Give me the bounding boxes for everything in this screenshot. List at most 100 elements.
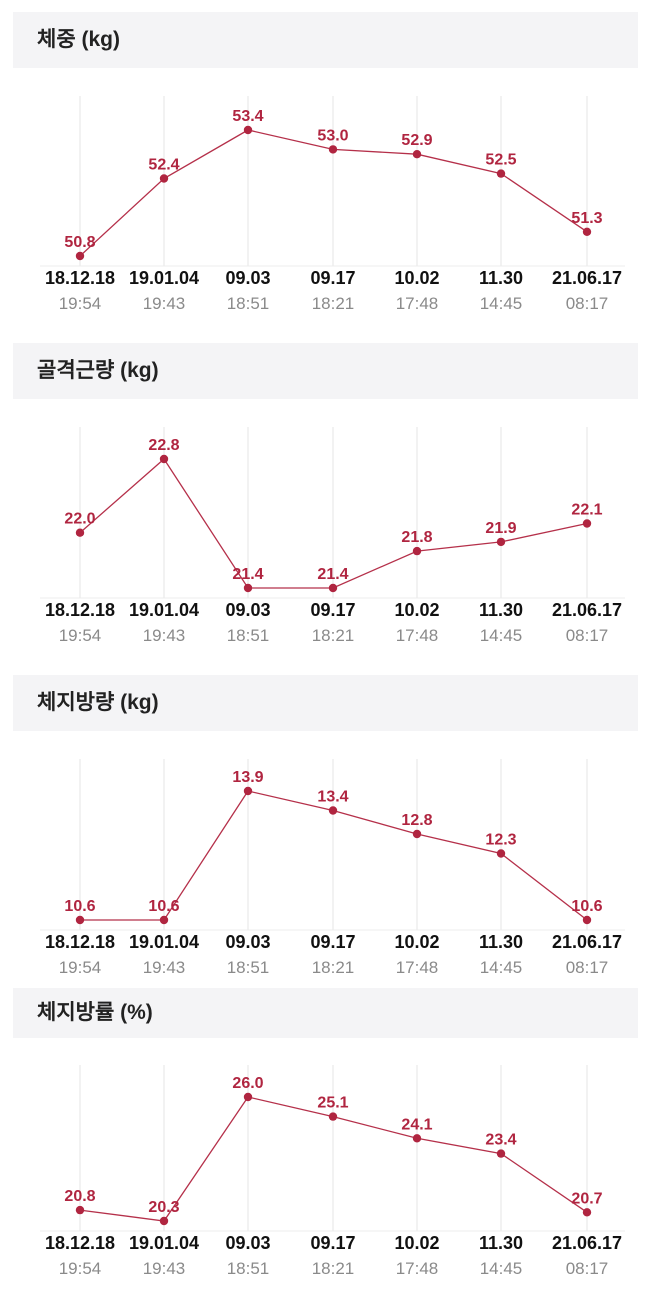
x-tick-time: 19:54: [58, 626, 102, 645]
x-tick-time: 14:45: [479, 1259, 523, 1278]
data-point: [75, 528, 85, 537]
x-tick-date: 09.03: [225, 932, 271, 952]
x-tick-time: 14:45: [479, 626, 523, 645]
x-tick-time: 18:51: [226, 958, 270, 977]
data-label: 53.0: [317, 127, 348, 144]
x-tick-date: 09.03: [225, 600, 271, 620]
data-point: [75, 251, 85, 261]
x-tick-date: 18.12.18: [44, 268, 116, 288]
data-point: [496, 169, 506, 178]
data-point: [328, 583, 338, 593]
x-tick-date: 19.01.04: [128, 932, 200, 952]
data-point: [496, 1149, 506, 1158]
x-tick-time: 08:17: [565, 294, 609, 313]
data-point: [243, 786, 253, 796]
x-tick-date: 10.02: [394, 600, 440, 620]
x-tick-time: 19:43: [142, 626, 186, 645]
data-point: [159, 1216, 169, 1226]
data-point: [159, 454, 169, 464]
data-label: 24.1: [401, 1116, 432, 1133]
x-tick-date: 21.06.17: [551, 600, 623, 620]
x-tick-date: 09.03: [225, 268, 271, 288]
data-label: 20.3: [148, 1199, 179, 1216]
data-point: [159, 174, 169, 183]
x-tick-time: 18:21: [311, 626, 355, 645]
x-tick-date: 18.12.18: [44, 932, 116, 952]
data-label: 50.8: [64, 234, 95, 251]
x-tick-time: 14:45: [479, 294, 523, 313]
data-point: [328, 145, 338, 154]
x-tick-date: 11.30: [478, 932, 524, 952]
x-tick-time: 18:51: [226, 294, 270, 313]
x-tick-time: 08:17: [565, 626, 609, 645]
x-tick-date: 09.17: [310, 1233, 356, 1253]
x-tick-date: 10.02: [394, 932, 440, 952]
x-tick-time: 18:51: [226, 1259, 270, 1278]
data-point: [328, 1112, 338, 1121]
chart-header: 체중 (kg): [13, 12, 638, 68]
data-point: [412, 829, 422, 839]
data-label: 51.3: [571, 210, 602, 227]
data-point: [243, 125, 253, 135]
data-label: 13.9: [232, 769, 263, 786]
x-tick-date: 11.30: [478, 600, 524, 620]
data-label: 12.3: [485, 832, 516, 849]
data-point: [582, 1208, 592, 1217]
x-tick-time: 18:51: [226, 626, 270, 645]
data-label: 12.8: [401, 812, 432, 829]
data-point: [582, 519, 592, 528]
data-point: [412, 546, 422, 556]
x-tick-date: 10.02: [394, 1233, 440, 1253]
chart-header: 체지방량 (kg): [13, 675, 638, 731]
chart-title: 골격근량 (kg): [37, 359, 159, 382]
line-chart: 10.6 10.6 13.9 13.4 12.8 12.3 10.6: [40, 759, 625, 931]
x-tick-time: 08:17: [565, 958, 609, 977]
data-label: 21.8: [401, 529, 432, 546]
data-label: 22.8: [148, 437, 179, 454]
x-tick-time: 19:43: [142, 958, 186, 977]
x-tick-time: 19:54: [58, 958, 102, 977]
data-label: 22.1: [571, 502, 602, 519]
x-tick-time: 18:21: [311, 1259, 355, 1278]
x-tick-date: 21.06.17: [551, 268, 623, 288]
data-point: [582, 915, 592, 925]
x-tick-time: 18:21: [311, 958, 355, 977]
data-point: [243, 1092, 253, 1102]
x-tick-time: 17:48: [395, 294, 439, 313]
data-point: [75, 915, 85, 925]
x-tick-date: 10.02: [394, 268, 440, 288]
x-tick-date: 18.12.18: [44, 1233, 116, 1253]
x-tick-date: 09.03: [225, 1233, 271, 1253]
x-tick-time: 17:48: [395, 626, 439, 645]
x-tick-date: 19.01.04: [128, 1233, 200, 1253]
data-label: 53.4: [232, 108, 263, 125]
data-point: [412, 150, 422, 159]
data-point: [159, 915, 169, 925]
line-chart: 20.8 20.3 26.0 25.1 24.1 23.4 20.7: [40, 1065, 625, 1232]
data-label: 20.7: [571, 1190, 602, 1207]
data-label: 22.0: [64, 511, 95, 528]
x-tick-date: 19.01.04: [128, 600, 200, 620]
data-point: [328, 806, 338, 815]
data-label: 26.0: [232, 1075, 263, 1092]
x-tick-time: 18:21: [311, 294, 355, 313]
data-label: 10.6: [64, 898, 95, 915]
x-tick-date: 11.30: [478, 1233, 524, 1253]
data-label: 23.4: [485, 1132, 516, 1149]
x-tick-time: 19:54: [58, 294, 102, 313]
x-tick-time: 14:45: [479, 958, 523, 977]
line-chart: 50.8 52.4 53.4 53.0 52.9 52.5 51.3: [40, 96, 625, 267]
line-chart: 22.0 22.8 21.4 21.4 21.8 21.9 22.1: [40, 427, 625, 599]
chart-header: 골격근량 (kg): [13, 343, 638, 399]
data-label: 13.4: [317, 789, 348, 806]
x-tick-date: 09.17: [310, 932, 356, 952]
chart-header: 체지방률 (%): [13, 988, 638, 1038]
x-tick-date: 21.06.17: [551, 1233, 623, 1253]
x-tick-time: 17:48: [395, 958, 439, 977]
x-tick-time: 19:43: [142, 294, 186, 313]
data-point: [75, 1205, 85, 1215]
data-label: 25.1: [317, 1095, 348, 1112]
chart-title: 체중 (kg): [37, 28, 120, 51]
data-label: 52.4: [148, 157, 179, 174]
x-tick-time: 17:48: [395, 1259, 439, 1278]
